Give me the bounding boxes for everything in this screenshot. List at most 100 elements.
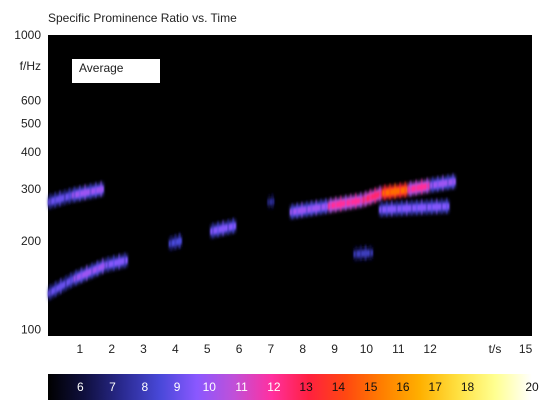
heat-striation <box>385 201 388 217</box>
heat-striation <box>70 272 72 288</box>
colorbar-label: 7 <box>109 380 116 394</box>
annotation-label: Average <box>79 61 124 75</box>
heat-striation <box>354 193 357 209</box>
colorbar-label: 18 <box>461 380 475 394</box>
heat-striation <box>65 275 67 291</box>
heat-striation <box>301 202 303 218</box>
heat-striation <box>359 192 362 208</box>
heat-striation <box>91 262 93 279</box>
heat-striation <box>339 195 342 212</box>
heat-striation <box>112 255 115 271</box>
y-tick-label: 600 <box>21 93 41 107</box>
heat-trace <box>363 190 383 204</box>
heat-striation <box>73 186 76 203</box>
x-tick-label: 10 <box>360 342 374 356</box>
heat-striation <box>415 199 418 216</box>
y-tick-label: 400 <box>21 145 41 159</box>
y-axis-ticks: 1000 600 500 400 300 200 100 <box>14 28 41 336</box>
x-tick-label: 6 <box>236 342 243 356</box>
heat-striation <box>101 258 104 274</box>
heat-striation <box>227 219 229 235</box>
colorbar-label: 16 <box>396 380 410 394</box>
heat-striation <box>96 260 99 277</box>
y-tick-label: 1000 <box>14 28 41 42</box>
heat-striation <box>400 200 403 216</box>
heat-striation <box>394 183 396 199</box>
heat-striation <box>431 176 434 193</box>
heat-trace <box>105 257 128 269</box>
heat-striation <box>79 185 81 202</box>
x-tick-label: 1 <box>76 342 83 356</box>
colorbar-label: 20 <box>525 380 539 394</box>
heat-striation <box>445 198 448 214</box>
heat-striation <box>410 199 413 216</box>
x-tick-label: 3 <box>140 342 147 356</box>
heat-striation <box>296 202 298 219</box>
heat-trace <box>407 182 431 193</box>
heat-striation <box>100 181 102 197</box>
heat-striation <box>329 197 332 213</box>
heat-striation <box>425 199 428 215</box>
x-axis-label: t/s <box>489 342 502 356</box>
x-tick-label: 5 <box>204 342 211 356</box>
heat-striation <box>420 178 423 195</box>
heat-striation <box>405 200 408 216</box>
heat-striation <box>369 244 372 261</box>
heat-striation <box>315 199 318 216</box>
heatmap-traces <box>48 173 456 300</box>
heat-striation <box>310 200 313 217</box>
heat-striation <box>409 180 412 197</box>
heat-striation <box>80 267 83 283</box>
y-tick-label: 500 <box>21 117 41 131</box>
heat-striation <box>212 222 214 239</box>
x-tick-label: 2 <box>108 342 115 356</box>
heat-striation <box>349 193 352 210</box>
x-tick-label: 9 <box>331 342 338 356</box>
x-tick-label: 15 <box>519 342 533 356</box>
heat-striation <box>170 235 172 251</box>
heat-striation <box>118 253 120 270</box>
heat-striation <box>178 232 181 249</box>
x-tick-label: 12 <box>423 342 437 356</box>
heat-striation <box>415 179 417 196</box>
heat-striation <box>447 174 449 190</box>
heat-trace <box>353 249 373 258</box>
heat-striation <box>440 198 443 214</box>
heat-striation <box>369 189 372 205</box>
heat-striation <box>291 203 294 220</box>
heat-striation <box>84 184 86 200</box>
heat-striation <box>232 217 235 234</box>
heat-striation <box>379 185 381 202</box>
heat-striation <box>364 190 367 207</box>
heat-striation <box>59 190 61 207</box>
colorbar-labels: 6 7 8 9 10 11 12 13 14 15 16 17 18 20 <box>77 380 539 394</box>
heat-striation <box>271 193 274 209</box>
heat-striation <box>399 182 401 199</box>
colorbar-label: 9 <box>174 380 181 394</box>
heat-striation <box>404 181 407 198</box>
heat-striation <box>452 173 454 190</box>
heat-striation <box>374 187 376 203</box>
heat-striation <box>384 184 386 201</box>
colorbar-label: 15 <box>364 380 378 394</box>
y-tick-label: 100 <box>21 322 41 336</box>
heat-striation <box>49 284 52 300</box>
heat-striation <box>63 189 66 205</box>
heat-striation <box>68 187 71 204</box>
heat-striation <box>222 220 224 236</box>
heat-striation <box>364 245 367 261</box>
heat-striation <box>442 175 444 191</box>
colorbar-label: 17 <box>429 380 443 394</box>
x-tick-label: 8 <box>299 342 306 356</box>
heat-striation <box>436 176 439 192</box>
heat-striation <box>59 278 62 294</box>
y-tick-label: 200 <box>21 234 41 248</box>
colorbar-label: 6 <box>77 380 84 394</box>
colorbar <box>48 374 532 400</box>
heat-striation <box>320 199 322 215</box>
colorbar-label: 14 <box>332 380 346 394</box>
heat-striation <box>390 200 393 217</box>
colorbar-label: 13 <box>299 380 313 394</box>
heat-striation <box>430 198 433 215</box>
